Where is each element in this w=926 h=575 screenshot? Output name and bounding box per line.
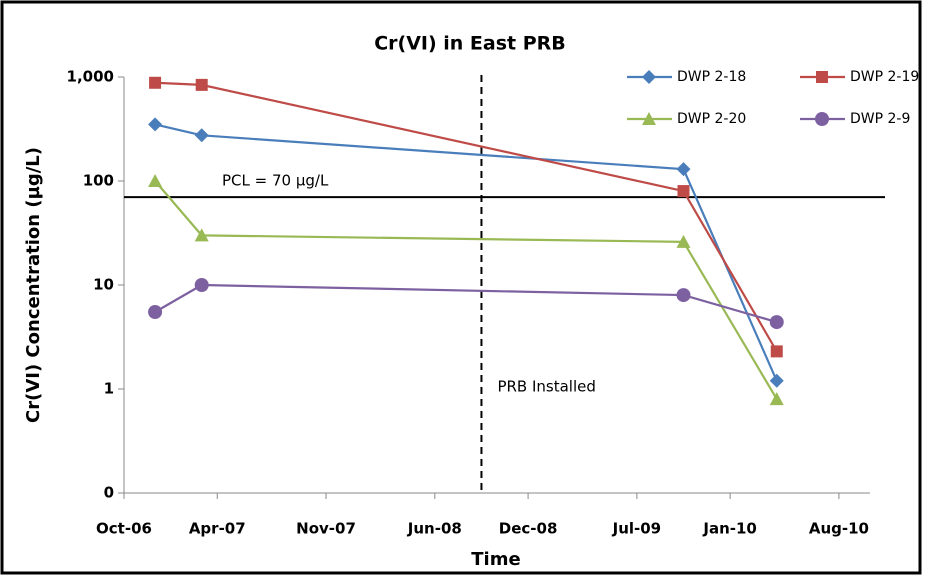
legend-marker	[642, 112, 656, 125]
legend-marker	[642, 70, 656, 84]
legend-label: DWP 2-20	[677, 111, 746, 127]
data-point	[148, 117, 163, 132]
legend-marker	[816, 71, 828, 83]
x-tick-label: Oct-06	[96, 520, 152, 538]
x-tick-label: Apr-07	[189, 520, 246, 538]
series-line	[154, 123, 778, 382]
data-point	[677, 185, 690, 198]
y-tick-label: 10	[93, 276, 114, 294]
y-tick-label: 0	[104, 484, 114, 502]
data-point	[149, 76, 162, 89]
x-tick-label: Jul-09	[612, 520, 662, 538]
y-tick-label: 100	[83, 172, 114, 190]
data-point	[148, 305, 163, 320]
series-line	[155, 81, 778, 352]
data-point	[676, 162, 691, 177]
chart-title: Cr(VI) in East PRB	[374, 33, 566, 55]
event-label: PRB Installed	[497, 378, 595, 396]
data-point	[769, 373, 784, 388]
reference-label: PCL = 70 µg/L	[222, 172, 329, 190]
data-point	[769, 392, 784, 406]
legend-marker	[815, 112, 829, 126]
data-point	[676, 234, 691, 248]
data-point	[194, 128, 209, 143]
series-line	[154, 283, 778, 324]
y-tick-label: 1	[104, 380, 114, 398]
data-point	[148, 174, 163, 187]
y-axis-title: Cr(VI) Concentration (µg/L)	[23, 147, 44, 423]
x-tick-label: Aug-10	[809, 520, 869, 538]
legend-label: DWP 2-9	[850, 111, 910, 127]
x-tick-label: Nov-07	[296, 520, 356, 538]
x-tick-label: Dec-08	[499, 520, 558, 538]
legend-label: DWP 2-19	[850, 69, 919, 85]
data-point	[194, 278, 209, 292]
x-axis-title: Time	[471, 549, 520, 570]
data-point	[194, 228, 209, 242]
series-line	[154, 180, 778, 400]
x-tick-label: Jan-10	[702, 520, 756, 538]
legend-label: DWP 2-18	[677, 69, 746, 85]
data-point	[770, 345, 783, 358]
data-point	[195, 78, 208, 91]
y-tick-label: 1,000	[67, 68, 114, 86]
x-tick-label: Jun-08	[407, 520, 462, 538]
data-point	[769, 315, 784, 330]
data-point	[676, 288, 691, 303]
